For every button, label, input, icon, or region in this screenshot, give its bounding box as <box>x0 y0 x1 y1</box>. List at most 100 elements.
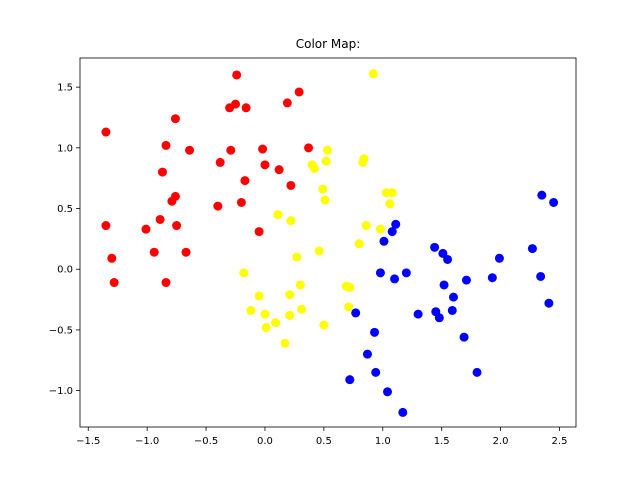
data-point <box>231 99 241 109</box>
data-point <box>527 244 537 254</box>
data-point <box>375 224 385 234</box>
x-tick-label: −1.0 <box>135 436 159 447</box>
points-layer <box>101 69 559 417</box>
data-point <box>261 322 271 332</box>
y-tick-label: 0.5 <box>57 204 73 215</box>
data-point <box>296 304 306 314</box>
data-point <box>321 156 331 166</box>
data-point <box>314 246 324 256</box>
x-tick-label: 2.5 <box>552 436 568 447</box>
data-point <box>295 280 305 290</box>
data-point <box>461 275 471 285</box>
data-point <box>319 320 329 330</box>
data-point <box>170 114 180 124</box>
data-point <box>181 247 191 257</box>
chart-title: Color Map: <box>296 37 361 51</box>
data-point <box>398 407 408 417</box>
data-point <box>536 271 546 281</box>
data-point <box>141 224 151 234</box>
data-point <box>155 214 165 224</box>
data-point <box>390 274 400 284</box>
data-point <box>213 201 223 211</box>
data-point <box>549 197 559 207</box>
data-point <box>170 191 180 201</box>
data-point <box>354 239 364 249</box>
data-point <box>359 154 369 164</box>
axes-layer: −1.5 −1.0 −0.5 0.0 0.5 1.0 1.5 2.0 2.5 −1.0 −0.5 0.… <box>49 57 577 447</box>
data-point <box>368 69 378 79</box>
data-point <box>239 268 249 278</box>
y-tick-label: 0.0 <box>57 265 73 276</box>
data-point <box>318 184 328 194</box>
data-point <box>172 221 182 231</box>
data-point <box>385 199 395 209</box>
data-point <box>285 310 295 320</box>
x-tick-label: 1.0 <box>375 436 391 447</box>
data-point <box>487 273 497 283</box>
data-point <box>215 157 225 167</box>
data-point <box>258 144 268 154</box>
data-point <box>351 308 361 318</box>
y-tick-label: −1.0 <box>49 386 73 397</box>
data-point <box>101 221 111 231</box>
data-point <box>226 145 236 155</box>
x-tick-label: 0.5 <box>316 436 332 447</box>
data-point <box>292 252 302 262</box>
data-point <box>387 188 397 198</box>
data-point <box>375 268 385 278</box>
data-point <box>246 305 256 315</box>
data-point <box>254 227 264 237</box>
data-point <box>320 195 330 205</box>
data-point <box>273 210 283 220</box>
data-point <box>537 190 547 200</box>
x-tick-label: −1.5 <box>76 436 100 447</box>
data-point <box>439 280 449 290</box>
data-point <box>161 278 171 288</box>
data-point <box>434 313 444 323</box>
data-point <box>107 253 117 263</box>
x-tick-label: −0.5 <box>194 436 218 447</box>
data-point <box>274 165 284 175</box>
y-tick-label: 1.5 <box>57 83 73 94</box>
data-point <box>236 197 246 207</box>
data-point <box>345 282 355 292</box>
data-point <box>282 98 292 108</box>
y-tick-label: −0.5 <box>49 325 73 336</box>
data-point <box>438 248 448 258</box>
data-point <box>241 103 251 113</box>
data-point <box>459 332 469 342</box>
data-point <box>413 309 423 319</box>
data-point <box>185 145 195 155</box>
x-tick-label: 1.5 <box>434 436 450 447</box>
data-point <box>157 167 167 177</box>
data-point <box>254 291 264 301</box>
data-point <box>161 140 171 150</box>
data-point <box>286 180 296 190</box>
data-point <box>391 219 401 229</box>
data-point <box>472 367 482 377</box>
data-point <box>294 87 304 97</box>
data-point <box>443 254 453 264</box>
data-point <box>370 327 380 337</box>
data-point <box>447 305 457 315</box>
plot-frame <box>79 57 577 428</box>
data-point <box>286 216 296 226</box>
data-point <box>322 145 332 155</box>
data-point <box>494 253 504 263</box>
x-tick-label: 0.0 <box>257 436 273 447</box>
data-point <box>304 143 314 153</box>
x-tick-label: 2.0 <box>493 436 509 447</box>
data-point <box>280 338 290 348</box>
data-point <box>379 236 389 246</box>
data-point <box>362 349 372 359</box>
data-point <box>149 247 159 257</box>
data-point <box>371 367 381 377</box>
data-point <box>448 292 458 302</box>
data-point <box>309 163 319 173</box>
data-point <box>271 318 281 328</box>
data-point <box>101 127 111 137</box>
data-point <box>430 242 440 252</box>
data-point <box>345 375 355 385</box>
